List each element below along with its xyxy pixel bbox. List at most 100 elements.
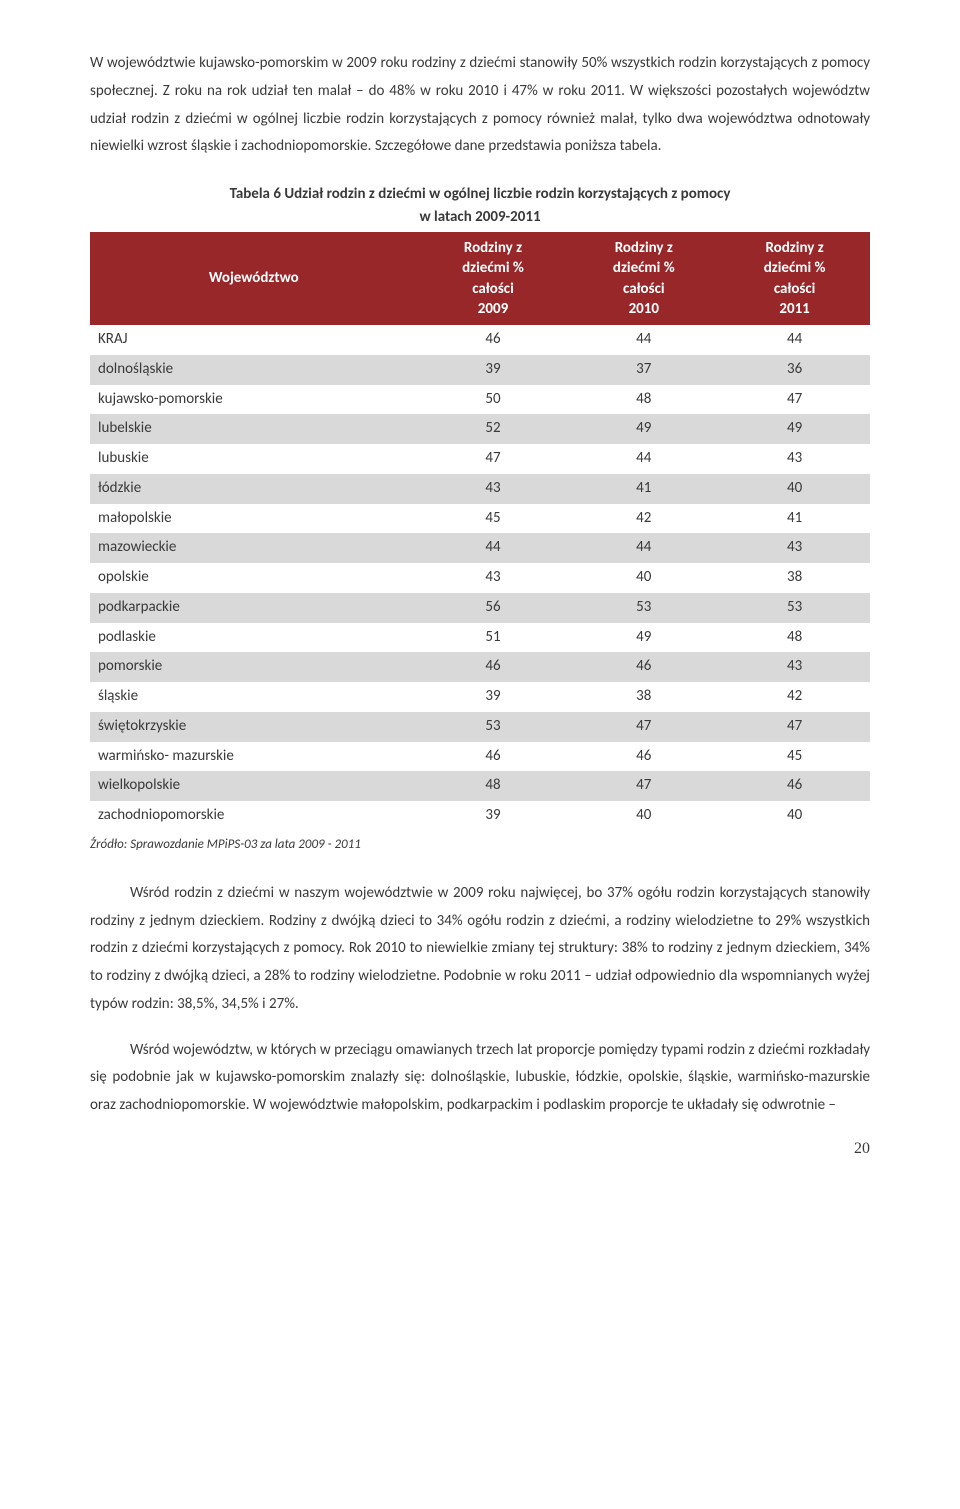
row-value: 44 (719, 325, 870, 355)
table-row: podkarpackie565353 (90, 593, 870, 623)
row-value: 45 (719, 742, 870, 772)
row-value: 46 (719, 771, 870, 801)
row-value: 46 (418, 652, 569, 682)
col-2009: Rodziny zdziećmi %całości2009 (418, 232, 569, 325)
row-label: mazowieckie (90, 533, 418, 563)
row-value: 40 (719, 801, 870, 831)
row-value: 44 (568, 444, 719, 474)
row-value: 53 (418, 712, 569, 742)
table-row: śląskie393842 (90, 682, 870, 712)
row-value: 43 (719, 652, 870, 682)
row-value: 41 (568, 474, 719, 504)
row-label: śląskie (90, 682, 418, 712)
table-row: podlaskie514948 (90, 623, 870, 653)
col-2010: Rodziny zdziećmi %całości2010 (568, 232, 719, 325)
row-value: 56 (418, 593, 569, 623)
row-label: opolskie (90, 563, 418, 593)
row-label: łódzkie (90, 474, 418, 504)
row-value: 48 (719, 623, 870, 653)
row-value: 48 (568, 385, 719, 415)
paragraph-intro: W województwie kujawsko-pomorskim w 2009… (90, 50, 870, 161)
row-label: lubuskie (90, 444, 418, 474)
row-value: 42 (568, 504, 719, 534)
row-label: warmińsko- mazurskie (90, 742, 418, 772)
row-value: 46 (418, 742, 569, 772)
row-value: 39 (418, 355, 569, 385)
row-value: 51 (418, 623, 569, 653)
row-value: 44 (418, 533, 569, 563)
row-value: 39 (418, 682, 569, 712)
row-value: 49 (568, 414, 719, 444)
row-label: zachodniopomorskie (90, 801, 418, 831)
row-value: 38 (719, 563, 870, 593)
row-value: 43 (719, 444, 870, 474)
row-label: podkarpackie (90, 593, 418, 623)
table-row: kujawsko-pomorskie504847 (90, 385, 870, 415)
row-label: podlaskie (90, 623, 418, 653)
table-row: zachodniopomorskie394040 (90, 801, 870, 831)
col-2011: Rodziny zdziećmi %całości2011 (719, 232, 870, 325)
table-caption-line2: w latach 2009-2011 (419, 208, 540, 226)
row-label: KRAJ (90, 325, 418, 355)
table-row: mazowieckie444443 (90, 533, 870, 563)
table-row: łódzkie434140 (90, 474, 870, 504)
row-label: dolnośląskie (90, 355, 418, 385)
row-value: 47 (719, 385, 870, 415)
row-value: 48 (418, 771, 569, 801)
row-value: 43 (418, 474, 569, 504)
row-value: 46 (418, 325, 569, 355)
row-value: 46 (568, 742, 719, 772)
table-source: Źródło: Sprawozdanie MPiPS-03 za lata 20… (90, 837, 870, 852)
row-label: wielkopolskie (90, 771, 418, 801)
row-value: 43 (418, 563, 569, 593)
row-label: lubelskie (90, 414, 418, 444)
row-value: 39 (418, 801, 569, 831)
row-value: 38 (568, 682, 719, 712)
row-value: 36 (719, 355, 870, 385)
row-value: 40 (719, 474, 870, 504)
table-row: KRAJ464444 (90, 325, 870, 355)
row-value: 44 (568, 325, 719, 355)
row-value: 49 (719, 414, 870, 444)
table-row: wielkopolskie484746 (90, 771, 870, 801)
row-label: małopolskie (90, 504, 418, 534)
row-label: kujawsko-pomorskie (90, 385, 418, 415)
row-value: 37 (568, 355, 719, 385)
row-label: pomorskie (90, 652, 418, 682)
row-value: 47 (719, 712, 870, 742)
table-caption: Tabela 6 Udział rodzin z dziećmi w ogóln… (90, 183, 870, 228)
table-body: KRAJ464444dolnośląskie393736kujawsko-pom… (90, 325, 870, 831)
table-row: świętokrzyskie534747 (90, 712, 870, 742)
row-value: 52 (418, 414, 569, 444)
row-value: 49 (568, 623, 719, 653)
row-value: 47 (568, 712, 719, 742)
row-value: 41 (719, 504, 870, 534)
page-number: 20 (90, 1140, 870, 1158)
table-row: opolskie434038 (90, 563, 870, 593)
row-value: 40 (568, 563, 719, 593)
table-row: pomorskie464643 (90, 652, 870, 682)
table-row: lubuskie474443 (90, 444, 870, 474)
paragraph-3: Wśród województw, w których w przeciągu … (90, 1037, 870, 1120)
table-row: warmińsko- mazurskie464645 (90, 742, 870, 772)
row-value: 53 (719, 593, 870, 623)
row-value: 43 (719, 533, 870, 563)
row-value: 44 (568, 533, 719, 563)
row-value: 40 (568, 801, 719, 831)
voivodeship-table: Województwo Rodziny zdziećmi %całości200… (90, 232, 870, 831)
row-value: 47 (418, 444, 569, 474)
row-value: 53 (568, 593, 719, 623)
paragraph-2: Wśród rodzin z dziećmi w naszym wojewódz… (90, 880, 870, 1019)
table-row: dolnośląskie393736 (90, 355, 870, 385)
col-voivodeship: Województwo (90, 232, 418, 325)
row-value: 46 (568, 652, 719, 682)
row-value: 50 (418, 385, 569, 415)
row-label: świętokrzyskie (90, 712, 418, 742)
table-header-row: Województwo Rodziny zdziećmi %całości200… (90, 232, 870, 325)
row-value: 42 (719, 682, 870, 712)
table-row: lubelskie524949 (90, 414, 870, 444)
table-caption-line1: Tabela 6 Udział rodzin z dziećmi w ogóln… (230, 185, 731, 203)
row-value: 45 (418, 504, 569, 534)
row-value: 47 (568, 771, 719, 801)
table-row: małopolskie454241 (90, 504, 870, 534)
